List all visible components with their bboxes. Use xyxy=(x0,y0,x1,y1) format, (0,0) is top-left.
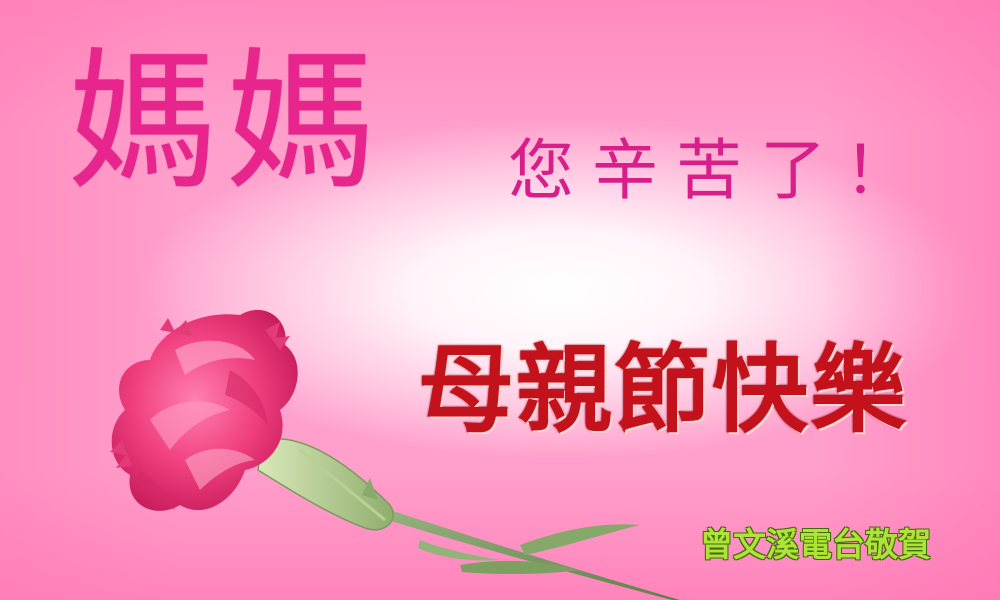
greeting-happy-mothers-day: 母親節快樂 xyxy=(418,333,908,446)
headline-mama: 媽媽 xyxy=(68,36,385,210)
subline-thanks: 您辛苦了！ xyxy=(508,132,928,209)
sender-signature: 曾文溪電台敬賀 xyxy=(700,525,931,564)
